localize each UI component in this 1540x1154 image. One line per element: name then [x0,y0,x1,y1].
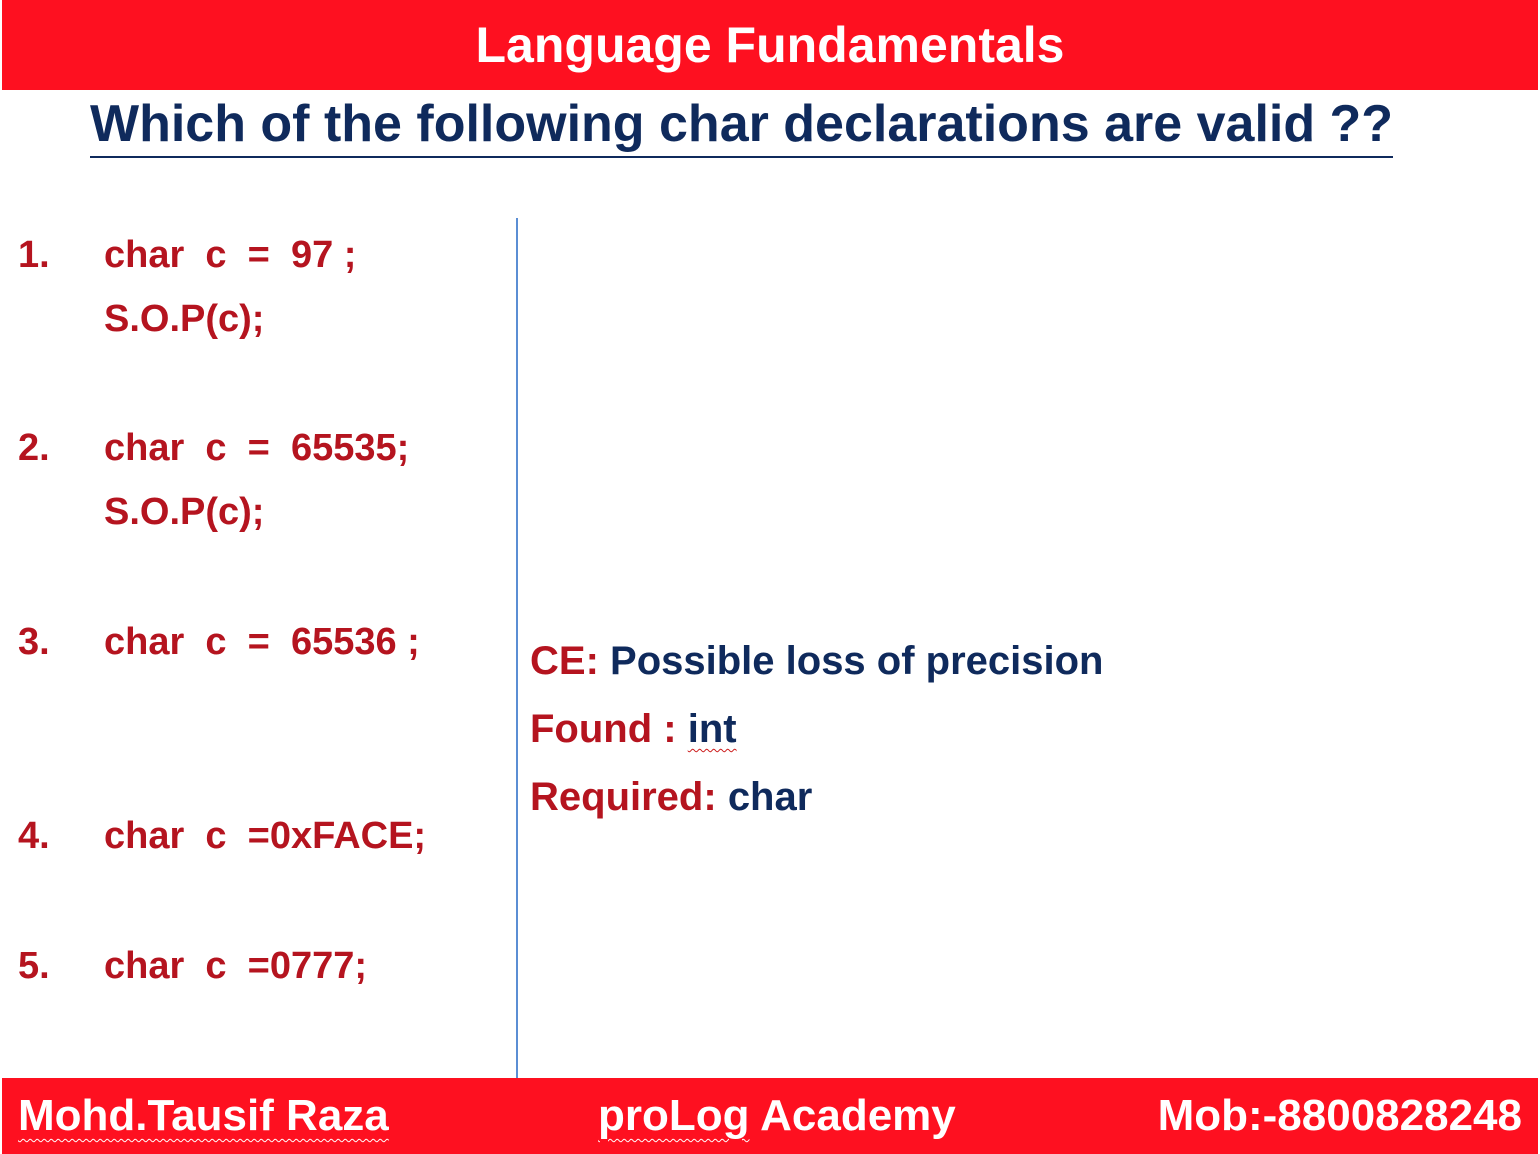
code-line-2b: S.O.P(c); [104,491,265,533]
code-line-3a: char c = 65536 ; [104,621,420,663]
footer-banner: Mohd.Tausif Raza proLog Academy Mob:-880… [2,1078,1538,1154]
title-banner: Language Fundamentals [2,0,1538,90]
required-line: Required: char [530,772,812,822]
column-divider [516,218,518,1080]
slide-title: Language Fundamentals [475,17,1065,73]
compile-error-line: CE: Possible loss of precision [530,636,1104,686]
code-line-1a: char c = 97 ; [104,234,357,276]
code-line-1b: S.O.P(c); [104,298,265,340]
question-heading: Which of the following char declarations… [90,92,1394,158]
item-number-5: 5. [18,945,50,987]
footer-academy: proLog Academy [598,1078,956,1154]
item-number-2: 2. [18,427,50,469]
code-line-4a: char c =0xFACE; [104,815,427,857]
footer-author: Mohd.Tausif Raza [18,1091,389,1140]
code-line-2a: char c = 65535; [104,427,410,469]
footer-mobile: Mob:-8800828248 [1157,1091,1522,1140]
item-number-1: 1. [18,234,50,276]
found-label: Found : [530,707,677,751]
error-prefix: CE: [530,639,599,683]
required-value: char [727,775,813,819]
academy-brand: proLog [598,1091,750,1140]
code-line-5a: char c =0777; [104,945,368,987]
found-line: Found : int [530,704,737,754]
academy-suffix: Academy [760,1091,956,1140]
error-message: Possible loss of precision [610,639,1104,683]
required-label: Required: [530,775,717,819]
item-number-4: 4. [18,815,50,857]
item-number-3: 3. [18,621,50,663]
found-value: int [687,707,737,751]
